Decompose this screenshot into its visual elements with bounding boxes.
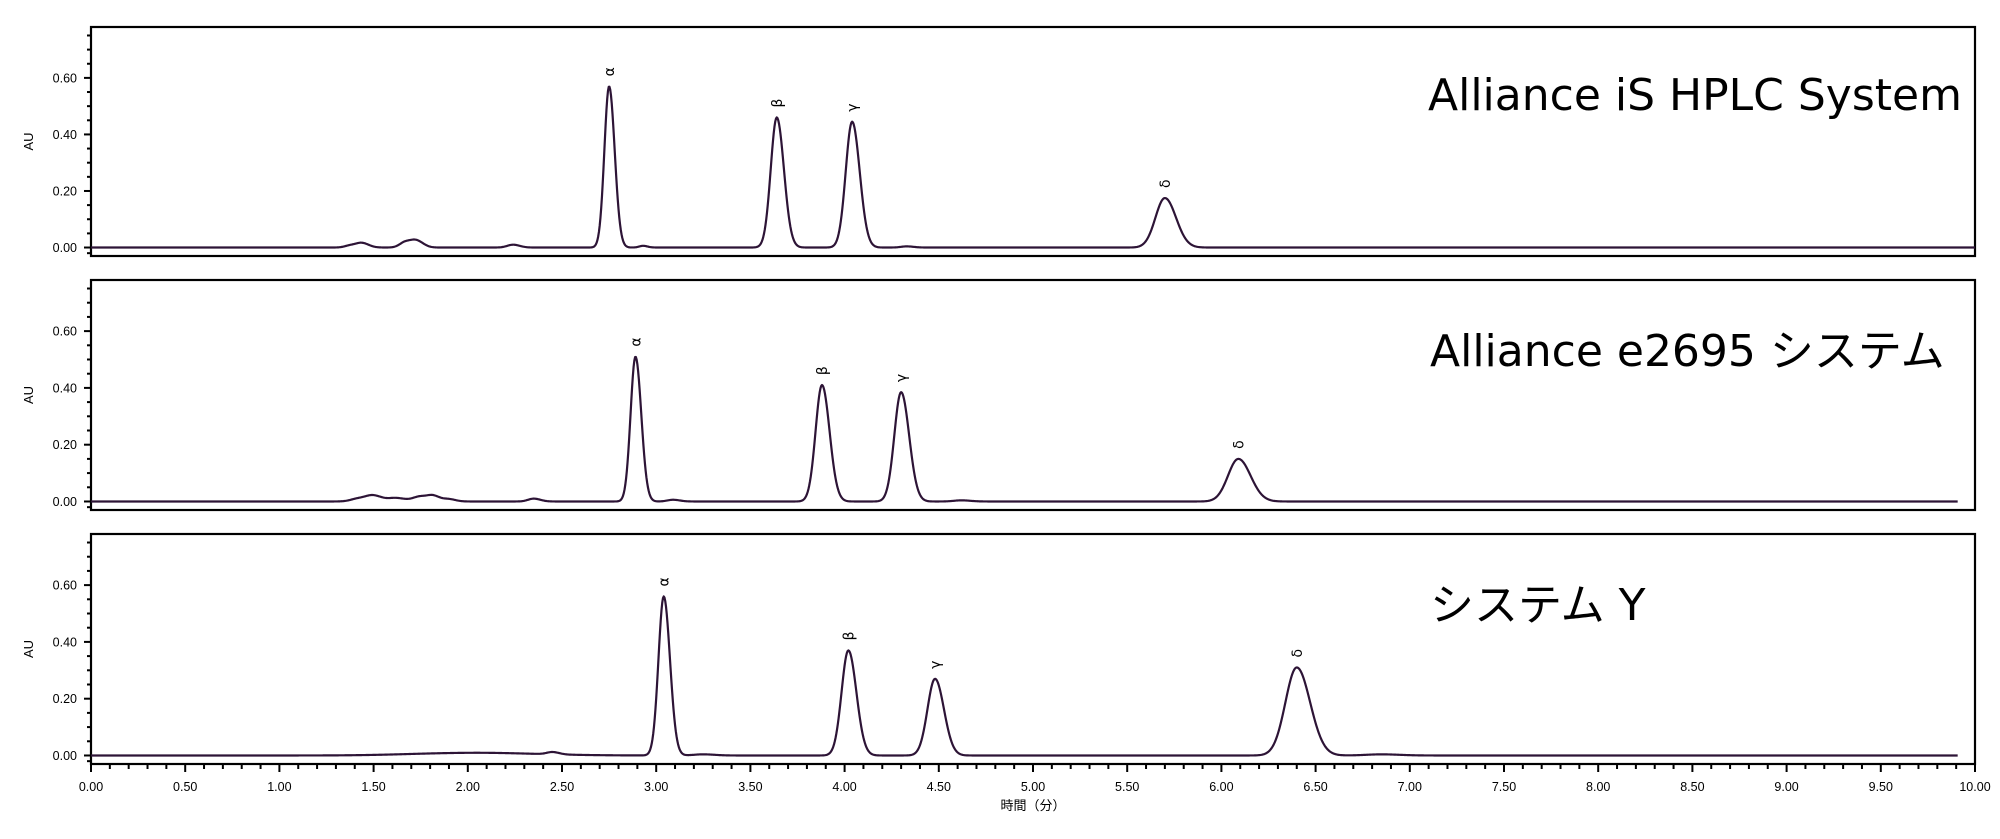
panel-1: 0.00 0.20 0.40 0.60 AU Alliance iS HPLC Syste… (21, 25, 1977, 258)
peak-label: γ (845, 103, 861, 111)
y-axis-label: AU (21, 640, 36, 658)
peak-label: β (815, 366, 831, 375)
x-axis-label: 時間（分） (1000, 799, 1065, 814)
y-tick-label: 0.40 (53, 128, 77, 142)
peak-label: α (602, 67, 618, 76)
x-tick-label: 7.50 (1492, 780, 1516, 794)
peak-label: β (770, 99, 786, 108)
peak-label: α (628, 337, 644, 346)
x-tick-label: 9.00 (1774, 780, 1798, 794)
x-tick-label: 8.50 (1680, 780, 1704, 794)
peak-label: α (657, 577, 673, 586)
x-tick-label: 3.00 (644, 780, 668, 794)
y-axis: 0.00 0.20 0.40 0.60 (53, 34, 91, 255)
x-tick-label: 0.50 (173, 780, 197, 794)
y-tick-label: 0.40 (53, 381, 77, 395)
panel-title: システム Y (1430, 580, 1646, 631)
y-axis: 0.00 0.20 0.40 0.60 (53, 287, 91, 509)
panel-frame (89, 25, 1977, 258)
x-tick-label: 2.50 (550, 780, 574, 794)
x-tick-label: 0.00 (79, 780, 103, 794)
chromatogram-trace (90, 85, 1976, 249)
y-tick-label: 0.00 (53, 749, 77, 763)
y-tick-label: 0.00 (53, 241, 77, 255)
y-tick-label: 0.20 (53, 184, 77, 198)
y-tick-label: 0.60 (53, 579, 77, 593)
x-tick-label: 1.50 (361, 780, 385, 794)
y-axis-label: AU (21, 132, 36, 150)
peak-label: δ (1290, 649, 1306, 658)
x-tick-label: 8.00 (1586, 780, 1610, 794)
x-tick-label: 3.50 (738, 780, 762, 794)
x-tick-label: 7.00 (1398, 780, 1422, 794)
y-tick-label: 0.60 (53, 71, 77, 85)
chromatogram-trace (90, 595, 1959, 757)
x-tick-label: 6.50 (1303, 780, 1327, 794)
chromatogram-trace (90, 355, 1959, 503)
x-tick-label: 4.50 (927, 780, 951, 794)
peak-label: δ (1158, 179, 1174, 188)
panel-frame (89, 278, 1977, 512)
y-tick-label: 0.20 (53, 692, 77, 706)
y-axis: 0.00 0.20 0.40 0.60 (53, 541, 91, 763)
y-tick-label: 0.00 (53, 495, 77, 509)
x-tick-label: 5.00 (1021, 780, 1045, 794)
panel-frame (89, 532, 1977, 766)
x-tick-label: 1.00 (267, 780, 291, 794)
x-tick-label: 2.00 (456, 780, 480, 794)
panel-3: 0.00 0.20 0.40 0.60 AU システム Y α β γ δ (21, 532, 1977, 766)
x-tick-label: 5.50 (1115, 780, 1139, 794)
y-tick-label: 0.60 (53, 325, 77, 339)
x-tick-label: 6.00 (1209, 780, 1233, 794)
y-tick-label: 0.40 (53, 635, 77, 649)
y-axis-label: AU (21, 386, 36, 404)
peak-label: γ (894, 374, 910, 382)
x-axis: 0.00 0.50 1.00 1.50 2.00 2.50 3.00 3.50 4.00 4.50… (79, 764, 1991, 814)
peak-label: γ (928, 661, 944, 669)
panel-title: Alliance e2695 システム (1430, 326, 1945, 377)
peak-label: δ (1231, 440, 1247, 449)
x-tick-label: 10.00 (1959, 780, 1990, 794)
panel-2: 0.00 0.20 0.40 0.60 AU Alliance e2695 システム α β γ… (21, 278, 1977, 512)
peak-label: β (841, 631, 857, 640)
x-tick-label: 4.00 (832, 780, 856, 794)
x-tick-label: 9.50 (1869, 780, 1893, 794)
panel-title: Alliance iS HPLC System (1428, 70, 1962, 121)
y-tick-label: 0.20 (53, 438, 77, 452)
